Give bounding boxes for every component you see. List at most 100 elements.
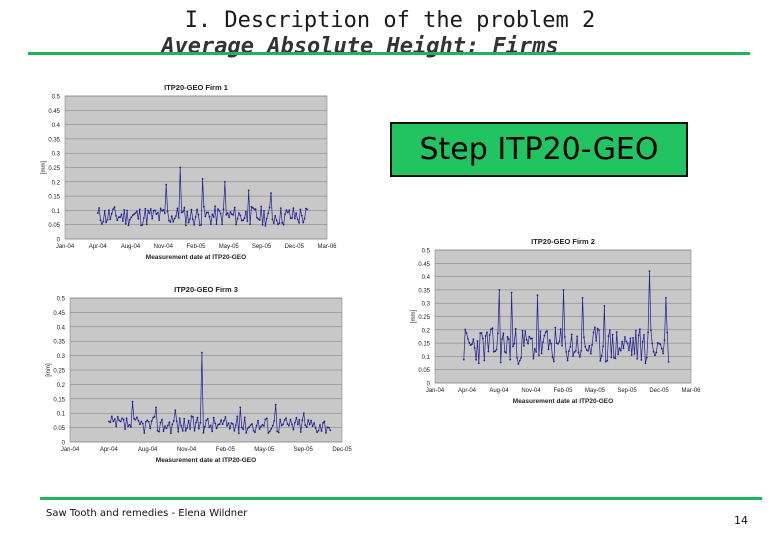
data-point [637,334,640,337]
data-point [148,212,151,215]
data-point [228,216,231,219]
data-point [506,336,509,338]
data-point [264,418,267,421]
data-point [544,331,547,334]
data-point [173,217,176,220]
data-point [122,220,124,222]
data-point [201,351,203,354]
data-point [136,210,138,213]
data-point [298,418,301,421]
data-point [165,183,168,186]
data-point [130,216,133,219]
data-point [267,212,270,215]
data-point [467,338,469,340]
data-point [654,354,656,357]
data-point [300,214,303,217]
data-point [271,218,274,221]
data-point [275,219,278,222]
data-point [109,421,112,424]
data-point [187,221,190,224]
data-point [483,359,486,362]
data-point [633,353,636,355]
data-point [249,424,252,427]
data-point [112,420,115,423]
data-point [235,223,238,226]
data-point [208,426,211,429]
data-point [293,217,296,220]
y-tick-label: 0.1 [52,209,61,215]
data-point [211,430,214,433]
data-point [190,415,193,417]
x-tick-label: Aug-04 [138,447,158,453]
data-point [662,352,664,355]
data-point [626,342,629,345]
data-point [278,222,281,225]
data-point [208,215,211,218]
data-point [469,344,472,346]
data-point [273,420,276,422]
data-point [159,421,162,424]
data-point [473,347,476,349]
data-point [127,425,129,428]
data-point [113,418,116,420]
data-point [184,224,187,227]
data-point [196,416,199,419]
data-point [125,417,128,420]
data-point [505,351,507,354]
data-point [289,217,292,220]
data-point [502,332,505,335]
data-point [667,361,670,363]
x-tick-label: Mar-06 [317,244,337,250]
data-point [133,213,136,216]
data-point [149,427,152,430]
data-point [295,416,298,419]
data-point [120,213,123,216]
data-point [572,355,574,357]
data-point [243,217,246,220]
data-point [587,349,589,352]
data-point [198,427,200,430]
x-tick-label: Aug-04 [121,244,141,250]
data-point [200,223,203,226]
data-point [271,424,274,427]
x-tick-label: Dec-05 [649,388,669,394]
data-point [168,421,171,424]
data-point [242,428,245,431]
data-point [584,345,587,348]
data-point [568,350,570,353]
data-point [267,432,270,434]
data-point [177,430,180,433]
data-point [570,333,573,336]
data-point [487,350,490,353]
data-point [108,209,110,212]
data-point [528,335,531,338]
data-point [624,336,626,338]
data-point [298,221,300,224]
data-point [302,412,305,415]
data-point [319,424,321,426]
data-point [217,423,220,426]
data-point [249,223,252,226]
y-tick-label: 0.4 [57,325,66,331]
y-tick-label: 0.05 [48,223,60,229]
data-point [634,329,637,332]
data-point [663,339,666,341]
data-point [252,429,255,432]
data-point [240,426,243,429]
data-point [292,207,295,209]
data-point [234,424,237,427]
data-point [274,403,277,406]
data-point [156,429,159,432]
data-point [258,219,261,221]
data-point [177,217,180,219]
data-point [477,362,480,365]
data-point [317,429,320,432]
data-point [464,328,467,331]
data-point [263,210,265,212]
data-point [468,341,471,344]
data-point [179,166,182,169]
data-point [266,417,268,420]
data-point [555,342,558,344]
chart-title: ITP20-GEO Firm 3 [174,285,238,294]
data-point [130,426,132,428]
